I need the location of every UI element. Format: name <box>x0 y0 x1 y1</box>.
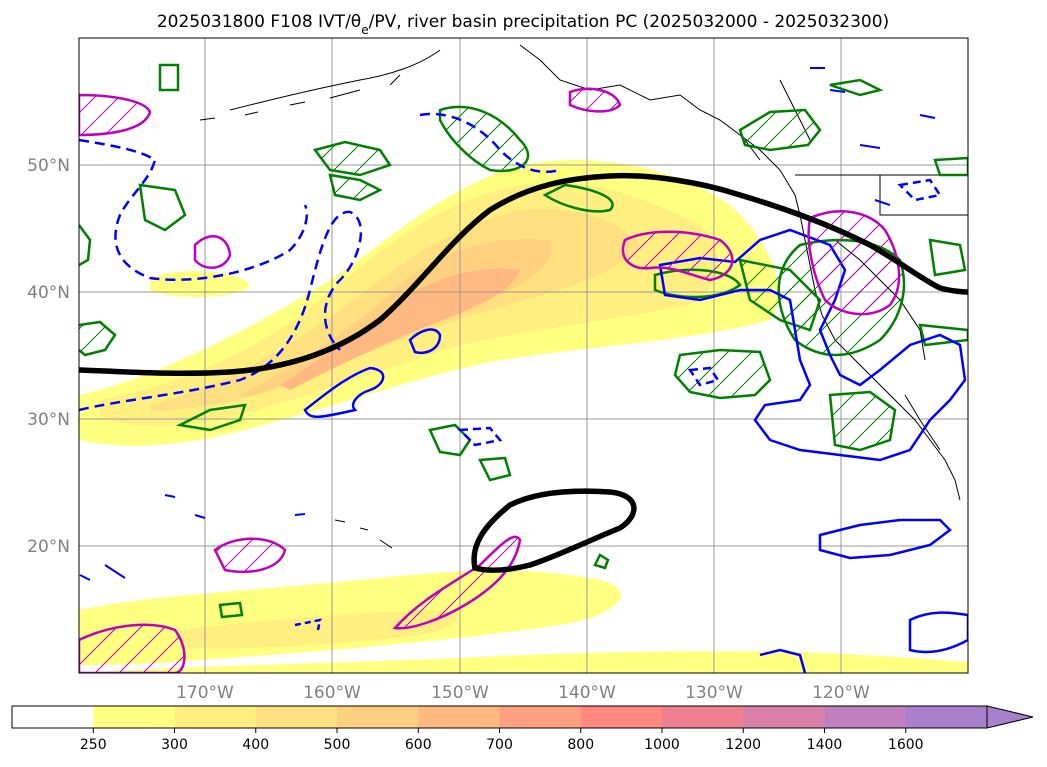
colorbar-segment <box>418 706 500 728</box>
colorbar-segment <box>255 706 338 728</box>
lon-label-170w: 170°W <box>176 683 234 703</box>
colorbar-segment <box>580 706 663 728</box>
colorbar-ticks: 250 300 400 500 600 700 800 1000 1200 1400 1600 <box>80 728 924 753</box>
lat-label-30n: 30°N <box>27 410 70 430</box>
colorbar-tick-label: 1200 <box>725 737 761 753</box>
colorbar-tick-label: 500 <box>324 737 351 753</box>
theta-contours <box>79 67 968 673</box>
jet-contours <box>79 172 968 573</box>
colorbar-tick-label: 1400 <box>807 737 843 753</box>
lat-label-20n: 20°N <box>27 537 70 557</box>
colorbar-tick-label: 1000 <box>644 737 680 753</box>
colorbar-tick-label: 300 <box>161 737 188 753</box>
lat-labels: 50°N 40°N 30°N 20°N <box>27 156 70 557</box>
map-title: 2025031800 F108 IVT/θe/PV, river basin p… <box>157 12 889 37</box>
colorbar-tick-label: 400 <box>242 737 269 753</box>
colorbar-segment <box>93 706 175 728</box>
colorbar-segment <box>174 706 257 728</box>
colorbar-tick-label: 600 <box>405 737 432 753</box>
colorbar-segment <box>12 706 94 728</box>
colorbar-segments <box>12 706 988 728</box>
colorbar-segment <box>662 706 744 728</box>
lon-labels: 170°W 160°W 150°W 140°W 130°W 120°W <box>176 683 870 703</box>
colorbar-tick-label: 250 <box>80 737 107 753</box>
lat-label-50n: 50°N <box>27 156 70 176</box>
map-frame <box>78 37 969 674</box>
colorbar-segment <box>743 706 825 728</box>
pv-contours <box>79 87 901 673</box>
lon-label-130w: 130°W <box>685 683 743 703</box>
lon-label-150w: 150°W <box>431 683 489 703</box>
colorbar-segment <box>824 706 907 728</box>
colorbar-segment <box>337 706 419 728</box>
lat-label-40n: 40°N <box>27 283 70 303</box>
colorbar-tick-label: 800 <box>567 737 594 753</box>
colorbar-tick-label: 700 <box>486 737 513 753</box>
colorbar-segment <box>499 706 582 728</box>
colorbar: 250 300 400 500 600 700 800 1000 1200 1400 1600 <box>11 705 1034 753</box>
colorbar-segment <box>905 706 988 728</box>
colorbar-tick-label: 1600 <box>888 737 924 753</box>
colorbar-extend-arrow <box>986 705 1034 729</box>
lon-label-120w: 120°W <box>812 683 870 703</box>
map-area <box>79 38 968 673</box>
lon-label-140w: 140°W <box>558 683 616 703</box>
lon-label-160w: 160°W <box>303 683 361 703</box>
